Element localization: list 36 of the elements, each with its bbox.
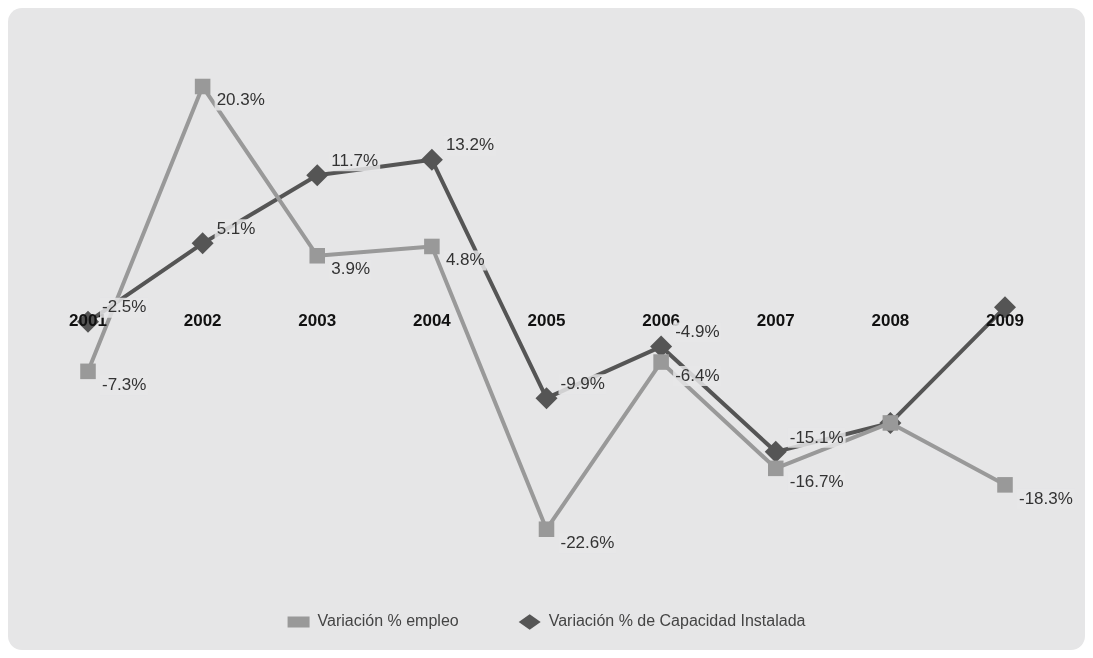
legend-label: Variación % de Capacidad Instalada <box>548 612 806 630</box>
x-tick-label: 2004 <box>412 311 452 331</box>
data-label: 4.8% <box>445 250 485 270</box>
data-label: -4.9% <box>675 322 720 342</box>
data-label: 3.9% <box>331 259 370 279</box>
point <box>194 78 211 95</box>
point <box>306 164 329 187</box>
data-label: -9.9% <box>560 373 605 393</box>
data-label: -7.3% <box>102 375 147 395</box>
data-label: 5.1% <box>216 219 256 239</box>
x-tick-label: 2003 <box>298 311 337 331</box>
point <box>538 521 555 538</box>
data-label: -2.5% <box>102 297 147 317</box>
point <box>764 440 787 463</box>
point <box>424 238 440 255</box>
data-label: -18.3% <box>1019 488 1073 508</box>
point <box>191 232 214 255</box>
point <box>309 247 326 264</box>
data-label: 20.3% <box>216 90 265 110</box>
point <box>80 363 96 380</box>
point <box>767 460 784 477</box>
data-label: -22.6% <box>560 532 615 552</box>
data-label: 13.2% <box>445 135 495 155</box>
x-tick-label: 2008 <box>871 311 910 331</box>
data-label: 11.7% <box>331 150 379 170</box>
x-tick-label: 2002 <box>183 311 222 331</box>
point <box>535 387 558 410</box>
legend-label: Variación % empleo <box>317 612 459 630</box>
data-label: -16.7% <box>789 472 844 492</box>
data-label: -6.4% <box>675 365 720 385</box>
point <box>653 354 669 370</box>
data-label: -15.1% <box>789 427 844 447</box>
x-tick-label: 2007 <box>756 311 795 331</box>
point <box>997 477 1013 493</box>
point <box>420 148 443 171</box>
x-tick-label: 2005 <box>527 311 566 331</box>
